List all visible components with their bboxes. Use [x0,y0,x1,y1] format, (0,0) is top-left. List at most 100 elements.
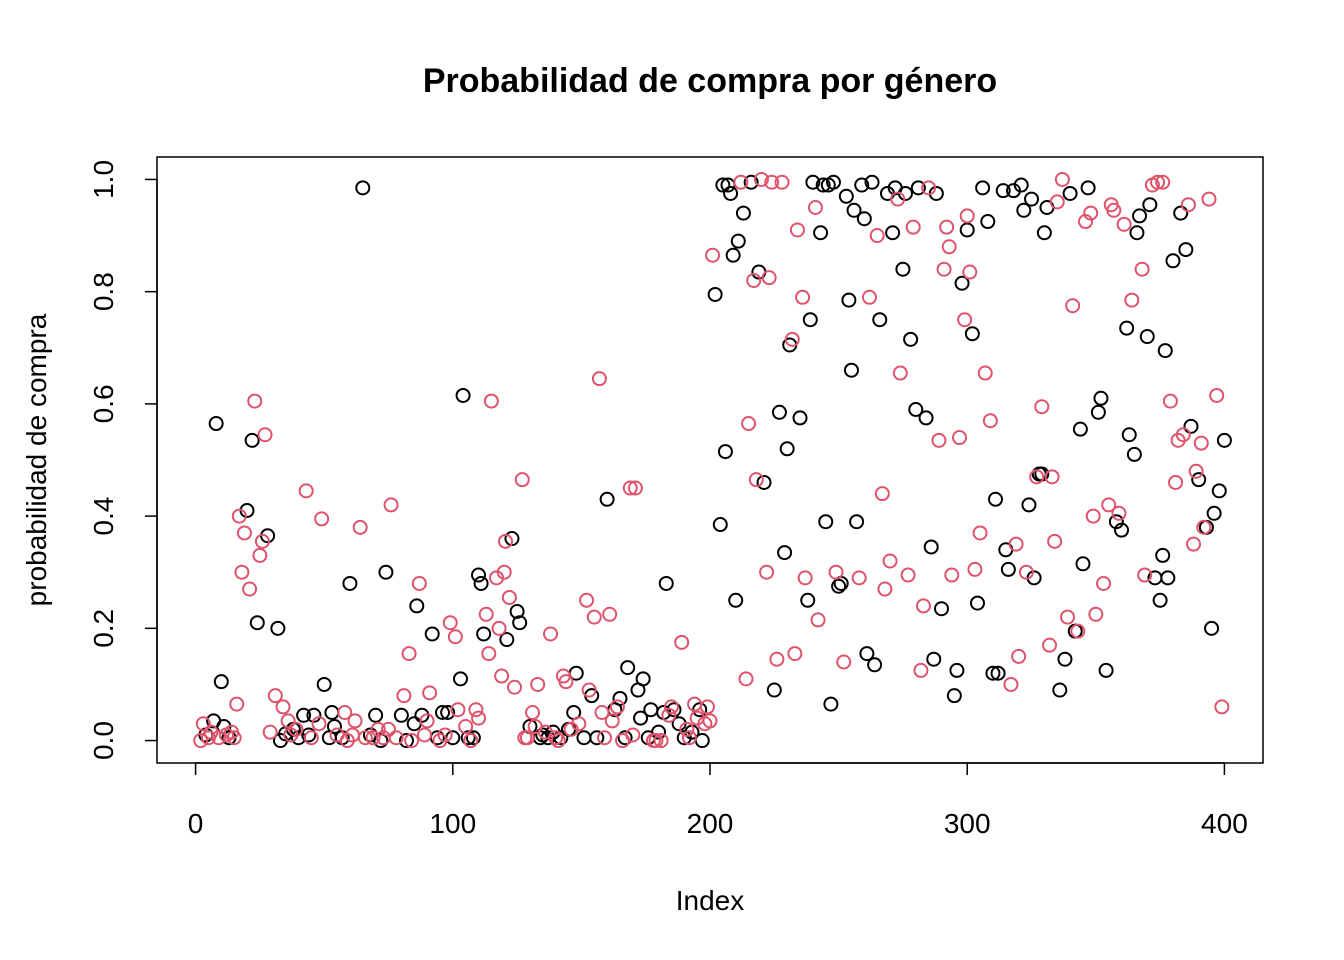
data-point [1096,575,1112,591]
data-point [373,733,389,749]
data-point [910,180,926,196]
data-point [761,270,777,286]
data-point [936,261,952,277]
data-point [766,682,782,698]
data-point [481,646,497,662]
data-point [257,427,273,443]
data-point [553,730,569,746]
data-point [1111,505,1127,521]
data-point [846,202,862,218]
data-point [1191,472,1207,488]
data-point [831,578,847,594]
data-point [393,707,409,723]
y-tick-label: 0.8 [88,272,119,311]
data-point [460,730,476,746]
data-point [604,713,620,729]
data-point [1157,343,1173,359]
data-point [1034,399,1050,415]
data-point [784,331,800,347]
data-point [813,225,829,241]
data-point [609,699,625,715]
data-point [1114,522,1130,538]
data-point [1085,508,1101,524]
data-point [326,719,342,735]
data-point [753,171,769,187]
data-point [872,312,888,328]
data-point [882,553,898,569]
data-point [1186,536,1202,552]
data-point [975,180,991,196]
data-point [424,626,440,642]
data-point [254,533,270,549]
data-point [849,514,865,530]
data-point [789,222,805,238]
data-point [579,592,595,608]
data-point [864,174,880,190]
data-point [949,662,965,678]
data-point [759,564,775,580]
data-point [918,410,934,426]
data-point [437,727,453,743]
data-point [946,688,962,704]
data-point [730,233,746,249]
data-point [805,174,821,190]
data-point [980,214,996,230]
data-point [712,517,728,533]
data-point [825,174,841,190]
data-point [746,272,762,288]
data-point [1134,261,1150,277]
data-point [694,733,710,749]
data-point [674,634,690,650]
data-point [1132,208,1148,224]
data-point [923,539,939,555]
data-point [1121,427,1137,443]
data-point [1008,536,1024,552]
x-tick-label: 0 [188,808,204,839]
data-point [620,660,636,676]
data-point [347,713,363,729]
data-point [496,564,512,580]
data-point [1047,533,1063,549]
data-point [681,730,697,746]
data-point [365,730,381,746]
data-point [247,393,263,409]
data-point [1054,171,1070,187]
data-point [229,696,245,712]
data-point [303,730,319,746]
data-point [383,497,399,513]
data-point [735,205,751,221]
data-point [810,612,826,628]
data-point [964,326,980,342]
data-point [211,730,227,746]
data-point [679,721,695,737]
data-point [959,208,975,224]
y-tick-label: 0.6 [88,384,119,423]
data-point [856,211,872,227]
data-point [715,177,731,193]
data-point [1108,514,1124,530]
data-point [818,514,834,530]
data-point [1016,202,1032,218]
data-point [1106,202,1122,218]
data-point [1088,606,1104,622]
data-point [854,177,870,193]
data-point [275,699,291,715]
data-point [1211,483,1227,499]
data-point [874,486,890,502]
data-point [1003,676,1019,692]
data-point [401,646,417,662]
data-point [463,733,479,749]
data-point [450,702,466,718]
y-tick-label: 0.4 [88,497,119,536]
data-point [1216,432,1232,448]
data-point [1142,197,1158,213]
data-point [658,575,674,591]
data-point [1093,390,1109,406]
data-point [1070,623,1086,639]
data-point [447,629,463,645]
data-point [1155,174,1171,190]
data-point [370,721,386,737]
data-point [378,564,394,580]
y-tick-label: 1.0 [88,160,119,199]
chart-title: Probabilidad de compra por género [423,62,997,100]
